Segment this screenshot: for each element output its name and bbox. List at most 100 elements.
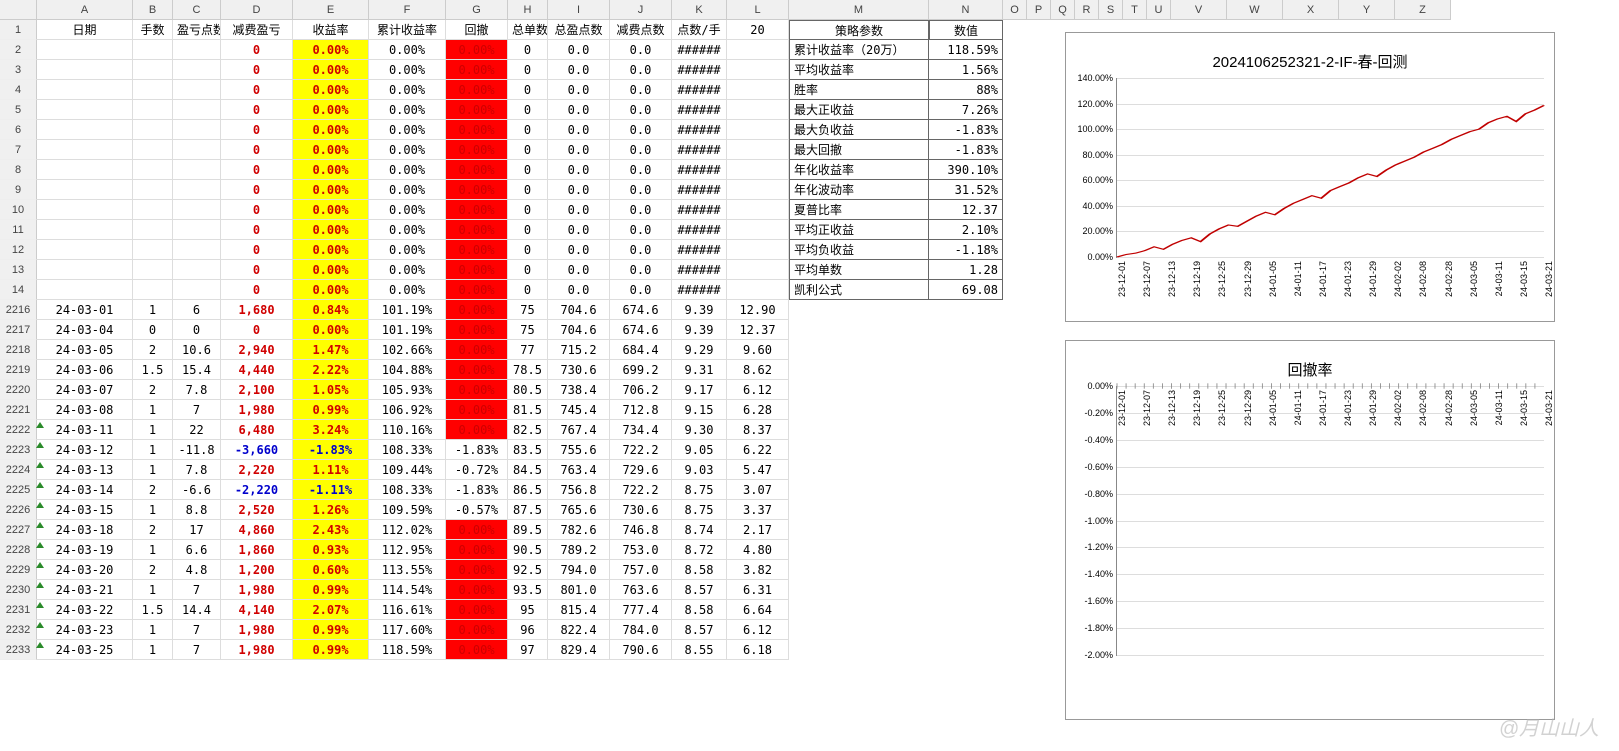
row-header[interactable]: 2217 xyxy=(0,320,37,340)
stat-label[interactable]: 胜率 xyxy=(789,80,929,100)
cell-grid[interactable]: 日期手数盈亏点数减费盈亏收益率累计收益率回撤总单数总盈点数减费点数点数/手20策… xyxy=(37,20,1003,660)
stat-label[interactable]: 年化收益率 xyxy=(789,160,929,180)
col-header[interactable]: O xyxy=(1003,0,1027,19)
col-header[interactable]: Z xyxy=(1395,0,1451,19)
col-header[interactable]: N xyxy=(929,0,1003,19)
row-header[interactable]: 12 xyxy=(0,240,37,260)
stat-label[interactable]: 最大正收益 xyxy=(789,100,929,120)
row-header[interactable]: 2225 xyxy=(0,480,37,500)
date-cell[interactable]: 24-03-15 xyxy=(37,500,133,520)
table-header[interactable]: 总盈点数 xyxy=(548,20,610,40)
row-header[interactable]: 8 xyxy=(0,160,37,180)
stat-label[interactable]: 最大负收益 xyxy=(789,120,929,140)
table-header[interactable]: 累计收益率 xyxy=(369,20,446,40)
stat-label[interactable]: 平均负收益 xyxy=(789,240,929,260)
date-cell[interactable]: 24-03-12 xyxy=(37,440,133,460)
stat-value[interactable]: 1.56% xyxy=(929,60,1003,80)
table-header[interactable]: 总单数 xyxy=(508,20,548,40)
stat-label[interactable]: 凯利公式 xyxy=(789,280,929,300)
stat-header[interactable]: 策略参数 xyxy=(789,20,929,40)
row-header[interactable]: 3 xyxy=(0,60,37,80)
stat-label[interactable]: 平均正收益 xyxy=(789,220,929,240)
row-header[interactable]: 2226 xyxy=(0,500,37,520)
col-header[interactable]: C xyxy=(173,0,221,19)
row-header[interactable]: 2232 xyxy=(0,620,37,640)
stat-label[interactable]: 年化波动率 xyxy=(789,180,929,200)
col-header[interactable]: Y xyxy=(1339,0,1395,19)
col-header[interactable]: I xyxy=(548,0,610,19)
row-header[interactable]: 2 xyxy=(0,40,37,60)
stat-value[interactable]: -1.83% xyxy=(929,140,1003,160)
stat-value[interactable]: 12.37 xyxy=(929,200,1003,220)
row-header[interactable]: 1 xyxy=(0,20,37,40)
col-header[interactable]: R xyxy=(1075,0,1099,19)
col-header[interactable]: L xyxy=(727,0,789,19)
row-header[interactable]: 2230 xyxy=(0,580,37,600)
col-header[interactable]: P xyxy=(1027,0,1051,19)
col-header[interactable]: U xyxy=(1147,0,1171,19)
col-header[interactable]: A xyxy=(37,0,133,19)
col-header[interactable]: H xyxy=(508,0,548,19)
date-cell[interactable]: 24-03-01 xyxy=(37,300,133,320)
row-header[interactable]: 9 xyxy=(0,180,37,200)
col-header[interactable]: T xyxy=(1123,0,1147,19)
date-cell[interactable]: 24-03-08 xyxy=(37,400,133,420)
col-header[interactable]: E xyxy=(293,0,369,19)
row-header[interactable]: 2218 xyxy=(0,340,37,360)
col-header[interactable]: B xyxy=(133,0,173,19)
date-cell[interactable]: 24-03-25 xyxy=(37,640,133,660)
col-header[interactable]: J xyxy=(610,0,672,19)
stat-value[interactable]: -1.83% xyxy=(929,120,1003,140)
stat-value[interactable]: 390.10% xyxy=(929,160,1003,180)
date-cell[interactable]: 24-03-04 xyxy=(37,320,133,340)
table-header[interactable]: 盈亏点数 xyxy=(173,20,221,40)
row-header[interactable]: 2229 xyxy=(0,560,37,580)
col-header[interactable]: F xyxy=(369,0,446,19)
stat-label[interactable]: 平均收益率 xyxy=(789,60,929,80)
row-header[interactable]: 2228 xyxy=(0,540,37,560)
table-header[interactable]: 点数/手 xyxy=(672,20,727,40)
row-header[interactable]: 2233 xyxy=(0,640,37,660)
table-header[interactable]: 减费盈亏 xyxy=(221,20,293,40)
col-header[interactable]: K xyxy=(672,0,727,19)
row-header[interactable]: 5 xyxy=(0,100,37,120)
stat-value[interactable]: -1.18% xyxy=(929,240,1003,260)
stat-value[interactable]: 1.28 xyxy=(929,260,1003,280)
stat-value[interactable]: 88% xyxy=(929,80,1003,100)
col-header[interactable]: M xyxy=(789,0,929,19)
row-header[interactable]: 6 xyxy=(0,120,37,140)
date-cell[interactable]: 24-03-21 xyxy=(37,580,133,600)
row-header[interactable]: 2220 xyxy=(0,380,37,400)
row-header[interactable]: 13 xyxy=(0,260,37,280)
row-header[interactable]: 2231 xyxy=(0,600,37,620)
col-header[interactable]: S xyxy=(1099,0,1123,19)
row-header[interactable]: 11 xyxy=(0,220,37,240)
row-header[interactable]: 7 xyxy=(0,140,37,160)
stat-label[interactable]: 累计收益率（20万） xyxy=(789,40,929,60)
date-cell[interactable]: 24-03-13 xyxy=(37,460,133,480)
col-header[interactable]: D xyxy=(221,0,293,19)
date-cell[interactable]: 24-03-18 xyxy=(37,520,133,540)
stat-value[interactable]: 7.26% xyxy=(929,100,1003,120)
row-header[interactable]: 2219 xyxy=(0,360,37,380)
row-header[interactable]: 4 xyxy=(0,80,37,100)
row-header[interactable]: 2216 xyxy=(0,300,37,320)
date-cell[interactable]: 24-03-23 xyxy=(37,620,133,640)
date-cell[interactable]: 24-03-07 xyxy=(37,380,133,400)
stat-label[interactable]: 夏普比率 xyxy=(789,200,929,220)
date-cell[interactable]: 24-03-14 xyxy=(37,480,133,500)
stat-value[interactable]: 69.08 xyxy=(929,280,1003,300)
date-cell[interactable]: 24-03-20 xyxy=(37,560,133,580)
table-header[interactable]: 手数 xyxy=(133,20,173,40)
date-cell[interactable]: 24-03-05 xyxy=(37,340,133,360)
date-cell[interactable]: 24-03-22 xyxy=(37,600,133,620)
col-header[interactable]: Q xyxy=(1051,0,1075,19)
date-cell[interactable]: 24-03-11 xyxy=(37,420,133,440)
table-header[interactable]: 回撤 xyxy=(446,20,508,40)
table-header[interactable]: 减费点数 xyxy=(610,20,672,40)
table-header[interactable]: 收益率 xyxy=(293,20,369,40)
col-header[interactable]: W xyxy=(1227,0,1283,19)
row-header[interactable]: 10 xyxy=(0,200,37,220)
col-header[interactable]: G xyxy=(446,0,508,19)
row-header[interactable]: 14 xyxy=(0,280,37,300)
